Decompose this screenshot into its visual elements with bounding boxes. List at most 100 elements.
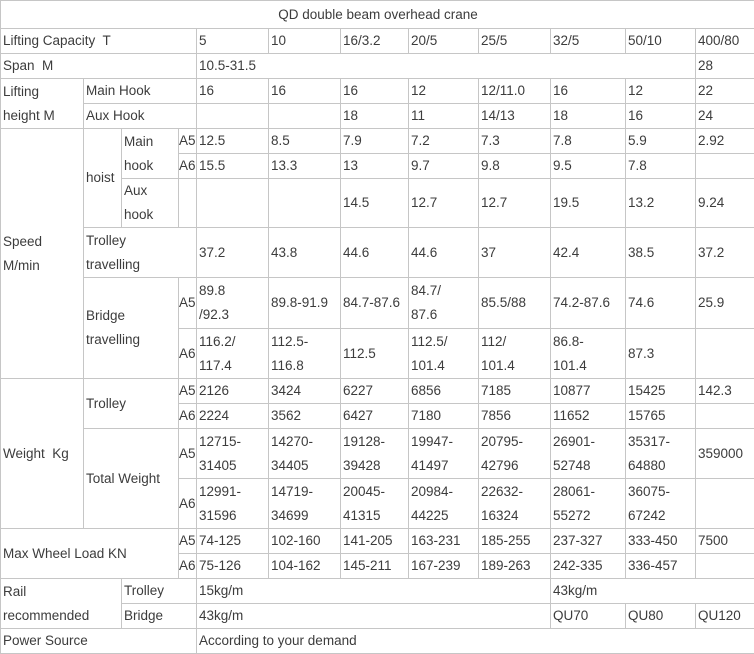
spec-value: 13 xyxy=(341,154,409,179)
spec-value: 12.7 xyxy=(479,179,551,228)
spec-value: 43kg/m xyxy=(551,579,754,604)
spec-value: 2.92 xyxy=(696,129,754,154)
spec-value: 16 xyxy=(551,79,626,104)
row-label-main-hook: Main Hook xyxy=(84,79,197,104)
spec-value: QU120 xyxy=(696,604,754,629)
spec-value: 37.2 xyxy=(696,228,754,278)
spec-value: 15kg/m xyxy=(197,579,551,604)
spec-value: 43.8 xyxy=(269,228,341,278)
row-label-rail-bridge: Bridge xyxy=(122,604,197,629)
empty-cell xyxy=(696,479,754,529)
duty-class-a5: A5 xyxy=(179,129,197,154)
spec-value: 74-125 xyxy=(197,529,269,554)
spec-value: 35317- 64880 xyxy=(626,429,696,479)
spec-value: 28 xyxy=(696,54,754,79)
spec-value: 141-205 xyxy=(341,529,409,554)
spec-value: 75-126 xyxy=(197,554,269,579)
spec-value: 13.3 xyxy=(269,154,341,179)
spec-value: 112.5- 116.8 xyxy=(269,329,341,379)
spec-value: 10.5-31.5 xyxy=(197,54,696,79)
spec-value: 12 xyxy=(409,79,479,104)
duty-class-a5: A5 xyxy=(179,379,197,404)
spec-value: 50/10 xyxy=(626,29,696,54)
spec-value: 18 xyxy=(551,104,626,129)
spec-value: 3562 xyxy=(269,404,341,429)
spec-value: 42.4 xyxy=(551,228,626,278)
spec-value: 7180 xyxy=(409,404,479,429)
spec-value: 12.7 xyxy=(409,179,479,228)
spec-value: 189-263 xyxy=(479,554,551,579)
duty-class-a5: A5 xyxy=(179,278,197,329)
spec-value: 26901- 52748 xyxy=(551,429,626,479)
spec-value: 86.8- 101.4 xyxy=(551,329,626,379)
spec-value: 85.5/88 xyxy=(479,278,551,329)
spec-value: 15425 xyxy=(626,379,696,404)
spec-value: 74.6 xyxy=(626,278,696,329)
spec-value: 20795- 42796 xyxy=(479,429,551,479)
row-label-total-weight: Total Weight xyxy=(84,429,179,529)
spec-value: 7856 xyxy=(479,404,551,429)
spec-value: 38.5 xyxy=(626,228,696,278)
row-label-weight: Weight Kg xyxy=(1,379,84,529)
empty-cell xyxy=(197,104,269,129)
spec-value: 11652 xyxy=(551,404,626,429)
spec-value: 19128- 39428 xyxy=(341,429,409,479)
spec-value: 36075- 67242 xyxy=(626,479,696,529)
spec-value: 112.5/ 101.4 xyxy=(409,329,479,379)
spec-value: 24 xyxy=(696,104,754,129)
spec-value: 8.5 xyxy=(269,129,341,154)
duty-class-a6: A6 xyxy=(179,154,197,179)
spec-value: 14.5 xyxy=(341,179,409,228)
empty-cell xyxy=(696,154,754,179)
spec-value: 18 xyxy=(341,104,409,129)
spec-value: 16 xyxy=(269,79,341,104)
spec-value: 22632- 16324 xyxy=(479,479,551,529)
empty-cell xyxy=(269,179,341,228)
row-label-hoist: hoist xyxy=(84,129,122,228)
spec-value: 25.9 xyxy=(696,278,754,329)
spec-value: 12715- 31405 xyxy=(197,429,269,479)
spec-value: 19947- 41497 xyxy=(409,429,479,479)
spec-value: 2224 xyxy=(197,404,269,429)
spec-value: 7500 xyxy=(696,529,754,554)
spec-value: 104-162 xyxy=(269,554,341,579)
spec-value: 44.6 xyxy=(341,228,409,278)
table-row: QD double beam overhead crane xyxy=(1,1,754,29)
spec-value: 10 xyxy=(269,29,341,54)
spec-value: 7.8 xyxy=(626,154,696,179)
spec-value: 44.6 xyxy=(409,228,479,278)
spec-value: 237-327 xyxy=(551,529,626,554)
empty-cell xyxy=(696,554,754,579)
row-label-rail-trolley: Trolley xyxy=(122,579,197,604)
spec-value: 112/ 101.4 xyxy=(479,329,551,379)
spec-value: 16/3.2 xyxy=(341,29,409,54)
spec-value: 145-211 xyxy=(341,554,409,579)
spec-value: 7185 xyxy=(479,379,551,404)
spec-value: 11 xyxy=(409,104,479,129)
row-label-span: Span M xyxy=(1,54,197,79)
duty-class-a6: A6 xyxy=(179,479,197,529)
duty-class-a6: A6 xyxy=(179,554,197,579)
spec-value: 102-160 xyxy=(269,529,341,554)
spec-value: 5.9 xyxy=(626,129,696,154)
spec-value: 25/5 xyxy=(479,29,551,54)
spec-value: 6427 xyxy=(341,404,409,429)
spec-value: 242-335 xyxy=(551,554,626,579)
spec-value: 400/80 xyxy=(696,29,754,54)
row-label-trolley-weight: Trolley xyxy=(84,379,179,429)
spec-value: 12.5 xyxy=(197,129,269,154)
spec-value: 13.2 xyxy=(626,179,696,228)
spec-value: 116.2/ 117.4 xyxy=(197,329,269,379)
spec-value: 74.2-87.6 xyxy=(551,278,626,329)
spec-value: 9.8 xyxy=(479,154,551,179)
spec-value: 14719- 34699 xyxy=(269,479,341,529)
